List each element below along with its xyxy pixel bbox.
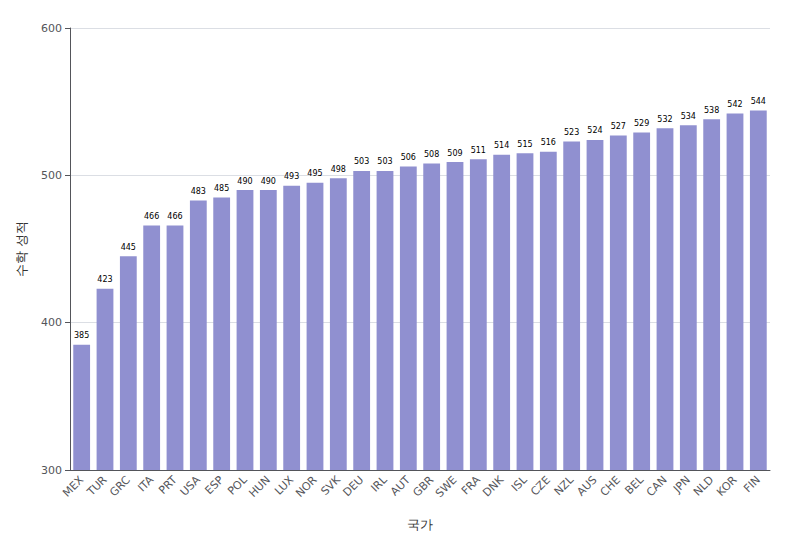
svg-text:NLD: NLD — [691, 473, 716, 498]
svg-text:538: 538 — [704, 106, 719, 115]
svg-text:600: 600 — [41, 22, 62, 35]
svg-text:ISL: ISL — [509, 473, 530, 494]
svg-text:529: 529 — [634, 119, 649, 128]
svg-text:AUS: AUS — [574, 473, 599, 498]
svg-text:542: 542 — [727, 100, 742, 109]
svg-text:509: 509 — [447, 149, 462, 158]
svg-text:490: 490 — [261, 177, 276, 186]
svg-text:KOR: KOR — [714, 473, 740, 499]
svg-text:DEU: DEU — [340, 473, 366, 499]
svg-text:495: 495 — [307, 169, 322, 178]
svg-text:400: 400 — [41, 316, 62, 329]
svg-text:ITA: ITA — [135, 473, 156, 494]
svg-text:544: 544 — [751, 97, 766, 106]
svg-text:523: 523 — [564, 128, 579, 137]
svg-text:CAN: CAN — [644, 473, 670, 499]
svg-text:TUR: TUR — [84, 473, 110, 499]
svg-text:524: 524 — [587, 126, 602, 135]
svg-text:300: 300 — [41, 464, 62, 477]
svg-text:HUN: HUN — [246, 473, 273, 500]
svg-text:503: 503 — [354, 157, 369, 166]
svg-text:POL: POL — [225, 473, 250, 498]
svg-text:490: 490 — [237, 177, 252, 186]
svg-text:500: 500 — [41, 169, 62, 182]
svg-text:511: 511 — [471, 146, 486, 155]
svg-text:506: 506 — [401, 153, 416, 162]
svg-text:508: 508 — [424, 150, 439, 159]
svg-text:515: 515 — [517, 140, 532, 149]
svg-text:532: 532 — [657, 115, 672, 124]
svg-text:IRL: IRL — [368, 473, 390, 495]
svg-text:수학 성적: 수학 성적 — [14, 221, 29, 277]
svg-text:527: 527 — [611, 122, 626, 131]
svg-text:466: 466 — [144, 212, 159, 221]
svg-text:NOR: NOR — [293, 473, 320, 500]
svg-text:514: 514 — [494, 141, 509, 150]
svg-text:AUT: AUT — [388, 473, 413, 498]
svg-text:466: 466 — [167, 212, 182, 221]
svg-text:498: 498 — [331, 165, 346, 174]
svg-text:USA: USA — [178, 473, 204, 499]
svg-text:445: 445 — [121, 243, 136, 252]
svg-text:SWE: SWE — [433, 473, 460, 500]
svg-text:423: 423 — [97, 275, 112, 284]
svg-text:483: 483 — [191, 187, 206, 196]
svg-text:SVK: SVK — [318, 473, 343, 498]
svg-text:국가: 국가 — [407, 517, 433, 532]
svg-text:FRA: FRA — [459, 473, 483, 497]
svg-text:503: 503 — [377, 157, 392, 166]
svg-text:485: 485 — [214, 184, 229, 193]
svg-text:JPN: JPN — [670, 473, 693, 496]
svg-text:GBR: GBR — [410, 473, 436, 499]
svg-text:PRT: PRT — [156, 473, 180, 497]
svg-text:FIN: FIN — [741, 473, 763, 495]
svg-text:493: 493 — [284, 172, 299, 181]
svg-text:ESP: ESP — [203, 473, 227, 497]
svg-text:GRC: GRC — [107, 473, 133, 499]
svg-text:CZE: CZE — [528, 473, 553, 498]
svg-text:385: 385 — [74, 331, 89, 340]
svg-text:NZL: NZL — [552, 473, 577, 498]
svg-text:LUX: LUX — [272, 473, 296, 497]
svg-text:MEX: MEX — [60, 473, 86, 499]
svg-text:CHE: CHE — [598, 473, 623, 498]
svg-text:516: 516 — [541, 138, 556, 147]
svg-text:DNK: DNK — [480, 473, 507, 500]
svg-text:BEL: BEL — [622, 473, 646, 497]
svg-text:534: 534 — [681, 112, 696, 121]
